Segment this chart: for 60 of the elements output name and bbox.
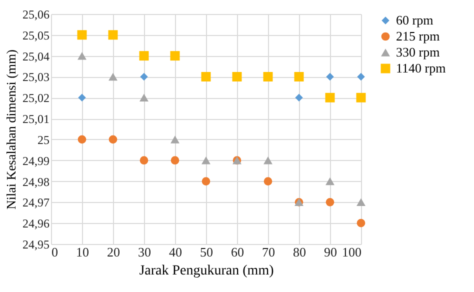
x-tick-label: 0: [52, 244, 58, 260]
legend-label: 60 rpm: [396, 12, 434, 28]
point: [78, 135, 86, 144]
y-tick-label: 24,98: [22, 174, 50, 189]
y-tick-label: 25,05: [22, 28, 50, 42]
point: [326, 177, 334, 186]
point: [201, 72, 211, 82]
x-tick-label: 30: [138, 244, 151, 260]
x-tick-label: 60: [231, 244, 244, 260]
y-tick-label: 24,99: [22, 154, 50, 168]
y-tick-label: 24,96: [22, 216, 50, 231]
x-tick-label: 100: [342, 244, 362, 260]
point: [357, 72, 365, 81]
legend-label: 1140 rpm: [396, 60, 446, 76]
y-axis-title: Nilai Kesalahan dimensi (mm): [4, 50, 18, 210]
x-tick-label: 10: [76, 244, 89, 260]
x-tick-label: 70: [262, 244, 275, 260]
point: [232, 72, 242, 82]
point: [140, 156, 148, 165]
legend-label: 215 rpm: [396, 28, 440, 44]
x-tick-label: 40: [169, 244, 182, 260]
point: [294, 72, 304, 82]
y-tick-label: 24,97: [22, 196, 50, 210]
point: [264, 177, 272, 186]
x-axis-title: Jarak Pengukuran (mm): [139, 264, 274, 278]
point: [108, 135, 118, 144]
point: [356, 198, 366, 206]
y-tick-label: 24,95: [22, 238, 50, 252]
point: [78, 52, 86, 60]
point: [170, 136, 180, 144]
point: [108, 72, 118, 81]
point: [140, 94, 148, 102]
x-tick-label: 20: [107, 244, 120, 260]
point: [202, 177, 210, 186]
x-tick-label: 80: [293, 244, 306, 260]
point: [295, 94, 303, 102]
legend-label: 330 rpm: [396, 44, 440, 60]
point: [356, 92, 366, 102]
y-tick-label: 25,01: [22, 112, 50, 126]
y-tick-label: 25: [38, 132, 50, 147]
point: [170, 51, 180, 61]
point: [108, 30, 118, 40]
y-tick-label: 25,06: [22, 8, 50, 22]
point: [77, 30, 87, 40]
point: [325, 92, 335, 102]
point: [140, 72, 148, 81]
point: [263, 72, 273, 82]
point: [170, 156, 180, 165]
y-tick-label: 25,04: [22, 49, 50, 64]
point: [264, 156, 272, 164]
x-tick-label: 50: [200, 244, 213, 260]
point: [356, 218, 366, 228]
point: [78, 94, 86, 102]
point: [139, 51, 149, 61]
point: [326, 198, 334, 206]
y-tick-label: 25,03: [22, 70, 50, 84]
x-tick-label: 90: [324, 244, 337, 260]
y-tick-label: 25,02: [22, 91, 50, 106]
point: [202, 156, 210, 164]
point: [326, 72, 334, 81]
